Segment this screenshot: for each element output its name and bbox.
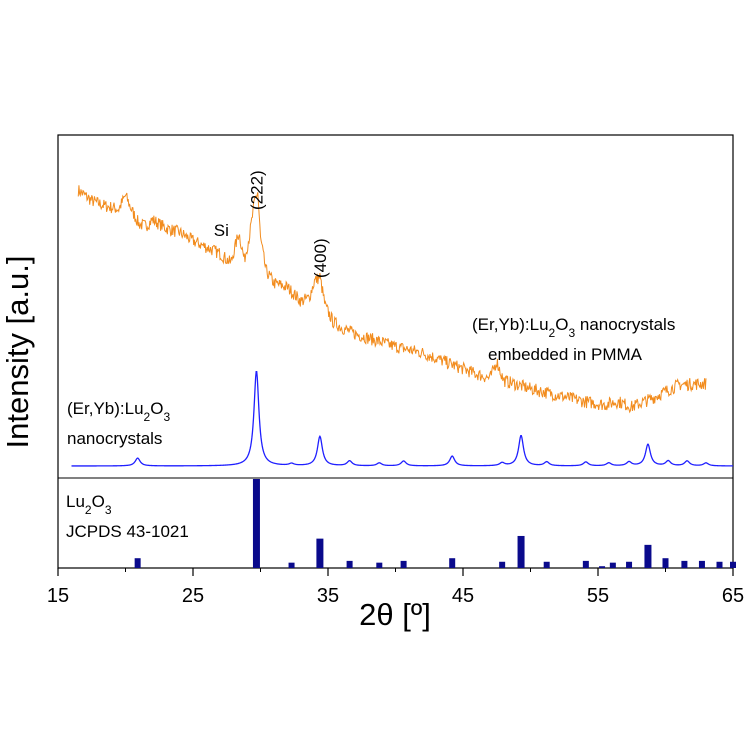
annotation-400: (400): [311, 238, 330, 278]
reference-bar: [517, 535, 525, 568]
series-label-pmma-line1: (Er,Yb):Lu2O3 nanocrystals: [472, 315, 675, 340]
curves-layer: [71, 185, 734, 467]
reference-bar: [730, 561, 736, 568]
bars-layer: [134, 479, 736, 568]
reference-bar: [449, 558, 456, 568]
y-axis-label: Intensity [a.u.]: [0, 256, 35, 449]
reference-bar: [698, 560, 705, 568]
x-tick-label: 25: [182, 585, 204, 607]
reference-bar: [626, 561, 633, 568]
series-label-nanocrystals-line1: (Er,Yb):Lu2O3: [67, 399, 170, 424]
x-tick-label: 35: [317, 585, 339, 607]
series-label-nanocrystals-line2: nanocrystals: [67, 429, 162, 448]
series-label-reference-line2: JCPDS 43-1021: [66, 522, 189, 541]
reference-bar: [716, 561, 723, 568]
x-axis: 15 25 35 45 55 65: [47, 568, 744, 607]
reference-bar: [252, 479, 260, 568]
reference-bar: [582, 560, 589, 568]
reference-bar: [609, 562, 616, 568]
reference-bar: [499, 561, 506, 568]
x-tick-label: 55: [587, 585, 609, 607]
x-axis-label: 2θ [º]: [359, 597, 431, 632]
reference-bar: [681, 560, 688, 568]
reference-bar: [662, 558, 669, 568]
series-label-pmma-line2: embedded in PMMA: [488, 345, 643, 364]
series-line-nanocrystals: [71, 370, 734, 467]
reference-bar: [400, 560, 407, 568]
annotation-si: Si: [214, 221, 229, 240]
reference-bar: [134, 558, 141, 568]
reference-bar: [644, 544, 652, 568]
series-line-pmma: [77, 185, 707, 414]
x-tick-label: 45: [452, 585, 474, 607]
reference-bar: [376, 562, 383, 568]
reference-bar: [346, 560, 353, 568]
annotations: Si (222) (400): [214, 170, 330, 278]
x-tick-label: 65: [722, 585, 744, 607]
reference-bar: [599, 566, 606, 568]
reference-bar: [288, 562, 295, 568]
series-label-reference-line1: Lu2O3: [66, 492, 112, 517]
x-tick-label: 15: [47, 585, 69, 607]
reference-bar: [316, 538, 324, 568]
annotation-222: (222): [247, 170, 266, 210]
reference-bar: [543, 561, 550, 568]
